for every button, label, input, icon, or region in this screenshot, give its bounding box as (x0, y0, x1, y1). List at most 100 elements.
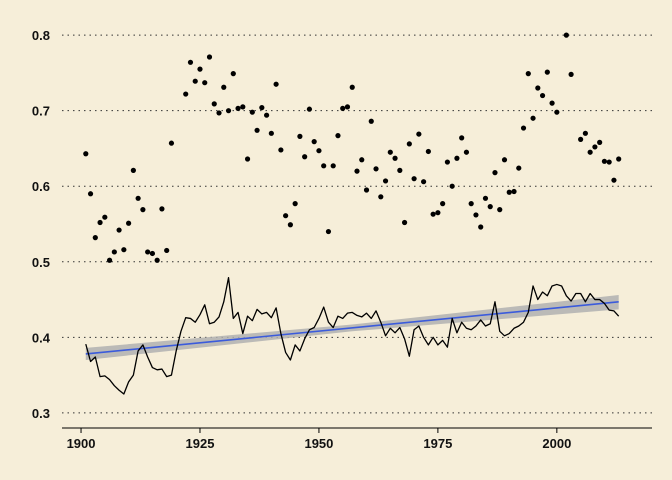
data-point (444, 159, 450, 165)
data-point (316, 148, 322, 154)
data-point (382, 178, 389, 184)
data-point (230, 71, 236, 77)
data-point (140, 207, 146, 213)
data-point (206, 54, 213, 60)
data-point (578, 136, 584, 142)
data-point (221, 84, 227, 90)
data-point (311, 139, 317, 145)
data-point (401, 219, 408, 226)
data-point (582, 130, 588, 136)
data-point (373, 166, 379, 172)
data-point (187, 59, 194, 65)
data-point (244, 156, 251, 162)
data-point (235, 105, 241, 111)
series-line-group (85, 276, 620, 395)
data-point (406, 141, 412, 147)
data-point (83, 151, 89, 157)
data-point (254, 127, 260, 133)
data-point (268, 130, 274, 136)
data-point (302, 154, 308, 160)
data-point (102, 214, 108, 220)
data-point (264, 112, 270, 118)
data-point (511, 188, 517, 195)
data-point (283, 213, 289, 219)
data-point (478, 224, 484, 230)
data-point (192, 78, 198, 84)
data-point (616, 156, 622, 162)
x-tick-label: 1925 (186, 436, 215, 451)
data-point (378, 194, 384, 200)
trend-line-group (85, 301, 619, 355)
data-point (544, 69, 550, 75)
data-point (597, 139, 603, 145)
data-point (549, 100, 555, 106)
data-point (487, 204, 493, 210)
trend-line (85, 301, 619, 355)
data-point (430, 211, 436, 217)
data-point (416, 131, 422, 137)
data-point (411, 176, 417, 182)
data-point (554, 109, 560, 115)
data-point (154, 257, 160, 263)
data-point (440, 201, 446, 207)
data-point (468, 201, 474, 207)
data-point (306, 106, 313, 112)
data-point (359, 157, 365, 163)
data-point (183, 91, 189, 97)
data-point (449, 183, 455, 189)
data-point (516, 165, 522, 171)
x-axis-tick-labels: 1900 1925 1950 1975 2000 (67, 436, 572, 451)
data-point (421, 179, 427, 185)
data-point (482, 195, 489, 201)
data-point (340, 105, 346, 111)
data-point (392, 155, 398, 161)
data-point (525, 71, 531, 77)
data-point (106, 257, 113, 263)
data-point (287, 222, 293, 228)
data-point (164, 247, 170, 254)
data-point (354, 168, 360, 174)
data-point (387, 149, 393, 155)
data-point (520, 125, 527, 131)
data-point (349, 84, 355, 90)
data-point (159, 206, 165, 212)
data-point (121, 247, 127, 253)
y-tick-label: 0.3 (32, 406, 50, 421)
data-point (492, 170, 498, 176)
y-tick-label: 0.8 (32, 28, 50, 43)
data-point (611, 177, 617, 183)
data-point (149, 250, 155, 257)
data-point (168, 140, 175, 146)
data-point (240, 104, 246, 110)
data-point (463, 149, 470, 155)
data-point (202, 80, 208, 86)
data-point (363, 187, 370, 193)
data-point (273, 81, 279, 87)
data-point (126, 220, 132, 226)
data-point (111, 249, 117, 255)
data-point (568, 71, 574, 77)
data-point (530, 115, 536, 121)
series-points-group (83, 32, 622, 263)
data-point (145, 249, 151, 255)
x-tick-label: 1950 (304, 436, 333, 451)
data-point (368, 118, 374, 124)
data-point (563, 32, 569, 38)
y-tick-label: 0.4 (32, 330, 51, 345)
data-point (321, 163, 327, 169)
x-tick-label: 2000 (542, 436, 571, 451)
data-point (135, 195, 141, 201)
data-point (292, 201, 298, 207)
data-point (225, 108, 232, 114)
x-tick-label: 1975 (423, 436, 452, 451)
data-point (278, 147, 284, 153)
data-point (606, 159, 612, 165)
data-point (473, 212, 479, 218)
data-point (454, 155, 460, 161)
data-point (397, 167, 403, 173)
data-point (249, 109, 255, 115)
data-point (587, 149, 593, 155)
y-tick-label: 0.6 (32, 179, 50, 194)
data-point (459, 135, 465, 141)
